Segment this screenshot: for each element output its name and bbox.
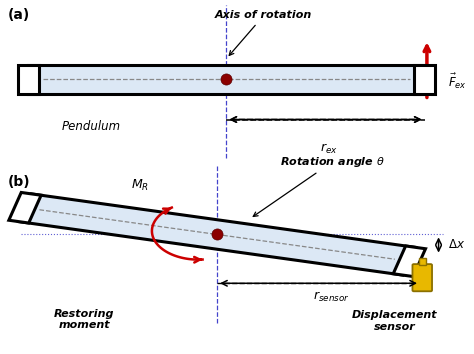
Text: (b): (b) <box>8 175 30 189</box>
Polygon shape <box>393 246 426 276</box>
Text: Pendulum: Pendulum <box>62 120 121 133</box>
Text: Displacement
sensor: Displacement sensor <box>352 310 437 332</box>
Text: $r_{sensor}$: $r_{sensor}$ <box>313 290 350 304</box>
Text: Rotation angle $\theta$: Rotation angle $\theta$ <box>253 155 385 216</box>
Polygon shape <box>9 193 41 223</box>
Polygon shape <box>414 65 435 94</box>
FancyBboxPatch shape <box>412 264 432 291</box>
Polygon shape <box>28 65 425 94</box>
Text: $M_R$: $M_R$ <box>131 178 149 193</box>
FancyBboxPatch shape <box>419 258 426 265</box>
Text: $\Delta x$: $\Delta x$ <box>448 238 465 251</box>
Text: Axis of rotation: Axis of rotation <box>215 11 312 55</box>
Text: $\vec{F}_{ex}$: $\vec{F}_{ex}$ <box>448 72 467 91</box>
Polygon shape <box>18 65 39 94</box>
Text: Restoring
moment: Restoring moment <box>54 309 115 330</box>
Text: (a): (a) <box>8 8 30 22</box>
Text: $r_{ex}$: $r_{ex}$ <box>320 142 338 156</box>
Polygon shape <box>19 194 416 275</box>
